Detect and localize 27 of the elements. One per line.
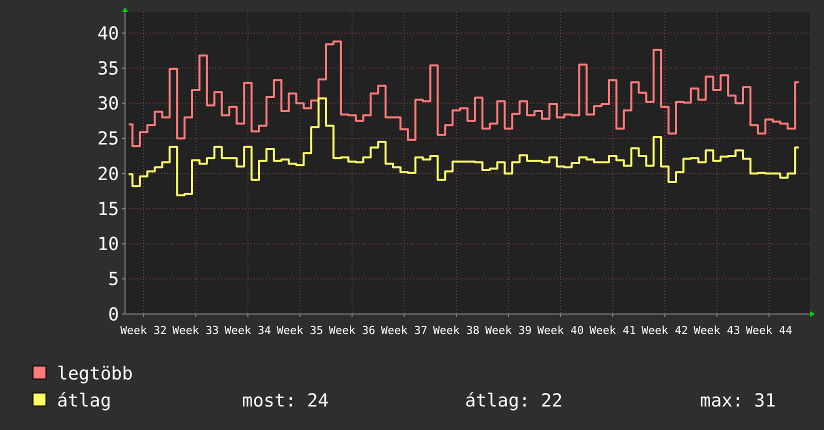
y-tick-label: 30	[97, 94, 119, 115]
text: átlag: 22	[465, 390, 563, 412]
x-tick-label: Week 44	[746, 324, 793, 337]
x-tick-label: Week 34	[224, 324, 272, 337]
x-tick-label: Week 37	[381, 324, 428, 337]
x-tick-label: Week 42	[642, 324, 688, 337]
y-tick-label: 40	[97, 23, 119, 44]
x-tick-label: Week 35	[276, 324, 324, 337]
x-tick-label: Week 40	[537, 324, 584, 337]
legend-label: átlag	[57, 390, 112, 412]
text: max: 31	[700, 390, 776, 412]
x-tick-label: Week 43	[694, 324, 740, 337]
y-tick-label: 5	[108, 269, 119, 290]
y-tick-label: 35	[97, 58, 119, 80]
y-tick-label: 25	[97, 128, 119, 150]
x-tick-label: Week 32	[120, 324, 167, 337]
y-tick-label: 15	[97, 198, 119, 220]
y-tick-label: 20	[97, 164, 119, 185]
x-tick-label: Week 41	[590, 324, 636, 337]
x-tick-label: Week 33	[172, 324, 219, 337]
text: most: 24	[242, 390, 329, 412]
y-tick-label: 0	[108, 304, 119, 326]
legend-label: legtöbb	[57, 363, 133, 384]
x-tick-label: Week 38	[433, 324, 480, 337]
x-tick-label: Week 39	[485, 324, 532, 337]
y-tick-label: 10	[97, 234, 119, 256]
x-tick-label: Week 36	[328, 324, 376, 337]
